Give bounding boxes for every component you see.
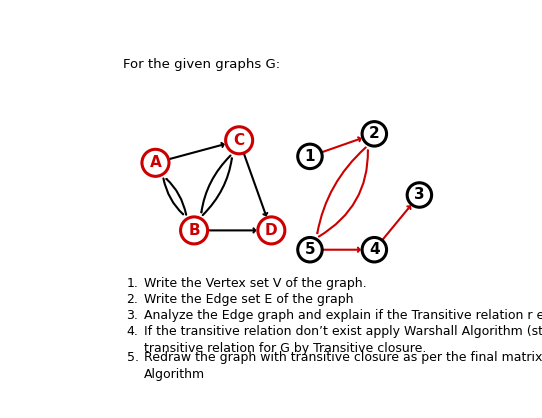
Text: 5.: 5. — [126, 351, 139, 364]
Circle shape — [142, 149, 169, 176]
Circle shape — [225, 127, 253, 154]
Text: C: C — [234, 133, 245, 148]
FancyArrowPatch shape — [203, 158, 232, 215]
Text: transitive relation for G by Transitive closure.: transitive relation for G by Transitive … — [144, 342, 427, 355]
Text: B: B — [188, 223, 200, 238]
FancyArrowPatch shape — [166, 179, 186, 215]
Circle shape — [362, 237, 386, 262]
Text: Analyze the Edge graph and explain if the Transitive relation r exists for graph: Analyze the Edge graph and explain if th… — [144, 309, 542, 322]
Text: Redraw the graph with transitive closure as per the final matrix made using Wars: Redraw the graph with transitive closure… — [144, 351, 542, 364]
Text: Write the Edge set E of the graph: Write the Edge set E of the graph — [144, 293, 354, 306]
Text: 1: 1 — [305, 149, 315, 164]
Circle shape — [298, 237, 322, 262]
Circle shape — [362, 122, 386, 146]
Text: Write the Vertex set V of the graph.: Write the Vertex set V of the graph. — [144, 277, 367, 290]
FancyArrowPatch shape — [163, 178, 183, 214]
FancyArrowPatch shape — [319, 150, 368, 237]
Circle shape — [180, 217, 208, 244]
FancyArrowPatch shape — [317, 148, 366, 233]
Text: 4.: 4. — [126, 325, 138, 338]
Circle shape — [407, 183, 431, 207]
Text: A: A — [150, 155, 162, 170]
Text: 4: 4 — [369, 242, 379, 257]
Text: 3: 3 — [414, 188, 425, 202]
Circle shape — [258, 217, 285, 244]
Text: 2.: 2. — [126, 293, 138, 306]
Text: 3.: 3. — [126, 309, 138, 322]
Text: D: D — [265, 223, 278, 238]
Text: 2: 2 — [369, 126, 380, 141]
FancyArrowPatch shape — [202, 155, 230, 212]
Text: If the transitive relation don’t exist apply Warshall Algorithm (step by step) t: If the transitive relation don’t exist a… — [144, 325, 542, 338]
Text: For the given graphs G:: For the given graphs G: — [123, 58, 280, 71]
Text: Algorithm: Algorithm — [144, 368, 205, 381]
Text: 1.: 1. — [126, 277, 138, 290]
Circle shape — [298, 144, 322, 168]
Text: 5: 5 — [305, 242, 315, 257]
